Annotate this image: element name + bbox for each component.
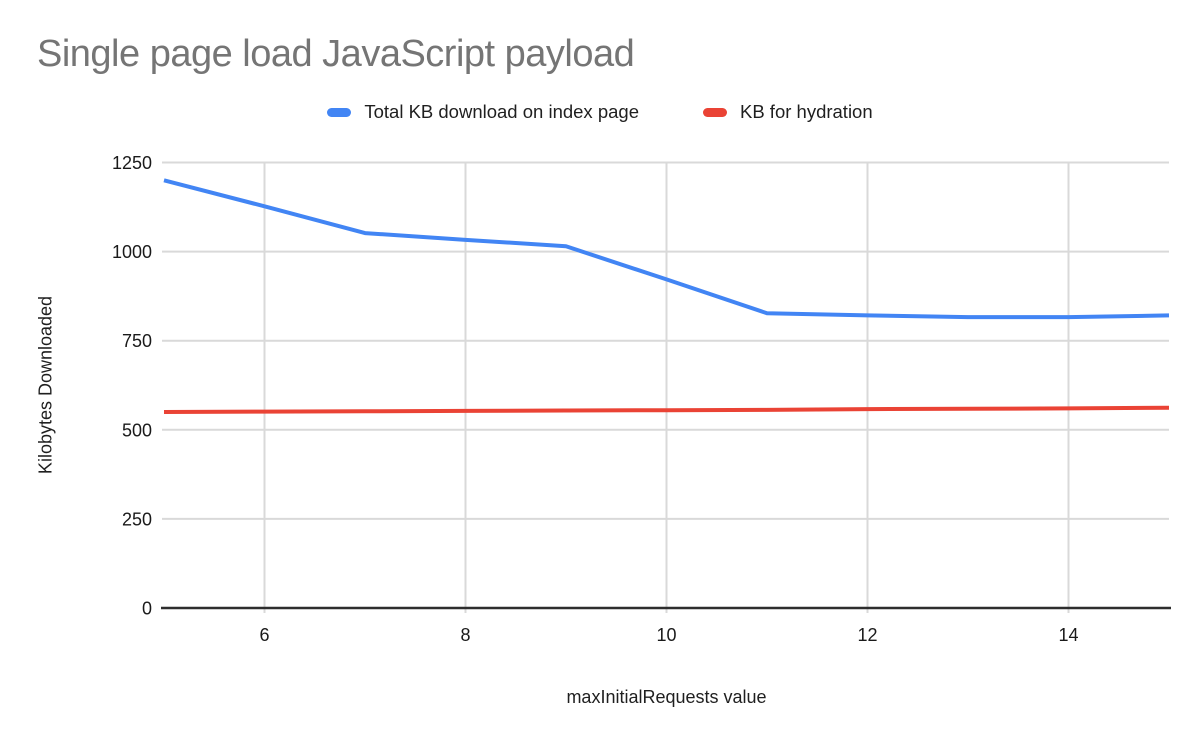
legend-swatch-red <box>702 107 727 117</box>
chart-title: Single page load JavaScript payload <box>37 33 635 75</box>
legend-swatch-blue <box>327 107 352 117</box>
y-tick-label-1000: 1000 <box>112 242 152 262</box>
legend-label-total-kb: Total KB download on index page <box>364 101 639 122</box>
x-tick-label-12: 12 <box>857 625 877 645</box>
x-tick-label-10: 10 <box>656 625 676 645</box>
x-axis-title: maxInitialRequests value <box>566 687 767 707</box>
y-tick-label-750: 750 <box>122 331 152 351</box>
series-line-0 <box>163 178 1170 320</box>
y-tick-label-1250: 1250 <box>112 153 152 173</box>
legend-item-total-kb: Total KB download on index page <box>327 101 639 123</box>
legend-label-hydration: KB for hydration <box>739 101 873 122</box>
x-tick-label-8: 8 <box>460 625 470 645</box>
x-tick-label-14: 14 <box>1058 625 1078 645</box>
chart-legend: Total KB download on index page KB for h… <box>0 99 1200 125</box>
series-line-1 <box>163 405 1170 414</box>
y-tick-label-0: 0 <box>142 599 152 619</box>
legend-item-hydration: KB for hydration <box>702 101 873 123</box>
y-tick-label-500: 500 <box>122 420 152 440</box>
x-tick-label-6: 6 <box>259 625 269 645</box>
y-tick-label-250: 250 <box>122 509 152 529</box>
